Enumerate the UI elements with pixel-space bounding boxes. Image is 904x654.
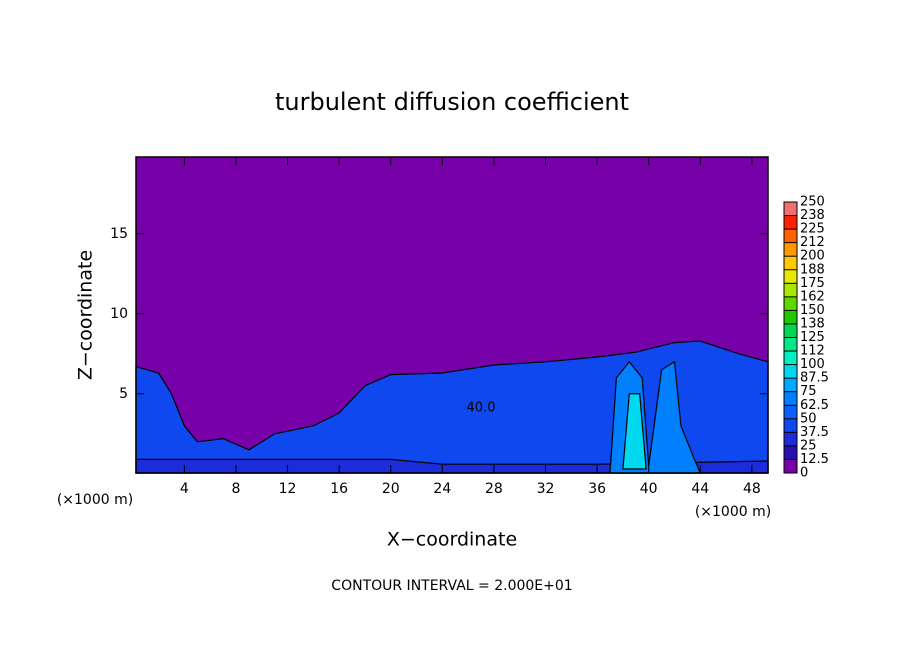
contour-region <box>135 340 769 474</box>
colorbar-label: 112 <box>800 344 825 359</box>
colorbar-label: 125 <box>800 330 825 345</box>
colorbar-label: 238 <box>800 208 825 223</box>
contour-label: 40.0 <box>467 401 496 416</box>
x-tick-label: 20 <box>382 481 400 497</box>
colorbar-label: 75 <box>800 384 817 399</box>
colorbar-swatch <box>784 337 797 352</box>
colorbar-swatch <box>784 229 797 243</box>
colorbar-swatch <box>784 378 797 392</box>
colorbar-label: 37.5 <box>800 425 829 440</box>
colorbar-swatch <box>784 256 797 270</box>
x-tick-label: 44 <box>691 481 709 497</box>
colorbar-swatch <box>784 445 797 460</box>
colorbar-label: 12.5 <box>800 452 829 467</box>
y-unit: (×1000 m) <box>57 492 133 508</box>
colorbar-label: 200 <box>800 249 825 264</box>
colorbar-swatch <box>784 432 797 446</box>
colorbar-swatch <box>784 283 797 297</box>
colorbar-swatch <box>784 418 797 433</box>
colorbar-swatch <box>784 391 797 406</box>
colorbar-label: 100 <box>800 357 825 372</box>
colorbar-label: 62.5 <box>800 398 829 413</box>
colorbar-label: 188 <box>800 262 825 277</box>
colorbar-label: 25 <box>800 438 817 453</box>
x-tick-label: 32 <box>537 481 555 497</box>
colorbar-swatch <box>784 323 797 338</box>
colorbar-swatch <box>784 269 797 284</box>
colorbar-swatch <box>784 351 797 365</box>
x-tick-label: 28 <box>485 481 503 497</box>
colorbar-label: 212 <box>800 235 825 250</box>
x-tick-label: 24 <box>433 481 451 497</box>
colorbar-label: 138 <box>800 316 825 331</box>
colorbar-swatch <box>784 405 797 419</box>
colorbar-label: 0 <box>800 466 808 481</box>
x-tick-label: 16 <box>330 481 348 497</box>
colorbar-label: 175 <box>800 276 825 291</box>
colorbar-label: 87.5 <box>800 371 829 386</box>
colorbar-swatch <box>784 459 797 473</box>
x-tick-label: 4 <box>180 481 189 497</box>
y-tick-label: 10 <box>110 306 128 322</box>
colorbar-label: 250 <box>800 195 825 210</box>
colorbar-swatch <box>784 242 797 257</box>
x-tick-label: 36 <box>588 481 606 497</box>
x-tick-label: 12 <box>279 481 297 497</box>
x-tick-label: 8 <box>231 481 240 497</box>
colorbar-swatch <box>784 202 797 216</box>
plot-frame <box>135 156 769 474</box>
colorbar-swatch <box>784 364 797 379</box>
colorbar-label: 162 <box>800 289 825 304</box>
colorbar-label: 50 <box>800 411 817 426</box>
y-axis-label: Z−coordinate <box>75 250 97 380</box>
colorbar-swatch <box>784 215 797 230</box>
x-tick-label: 48 <box>743 481 761 497</box>
colorbar-label: 150 <box>800 303 825 318</box>
colorbar-swatch <box>784 296 797 311</box>
footer: CONTOUR INTERVAL = 2.000E+01 <box>331 578 572 594</box>
colorbar-label: 225 <box>800 222 825 237</box>
x-axis-label: X−coordinate <box>387 529 517 551</box>
colorbar-swatch <box>784 310 797 324</box>
y-tick-label: 15 <box>110 226 128 242</box>
chart-title: turbulent diffusion coefficient <box>275 88 629 116</box>
y-tick-label: 5 <box>119 386 128 402</box>
x-tick-label: 40 <box>640 481 658 497</box>
x-unit: (×1000 m) <box>695 504 771 520</box>
contour-region <box>622 393 647 470</box>
